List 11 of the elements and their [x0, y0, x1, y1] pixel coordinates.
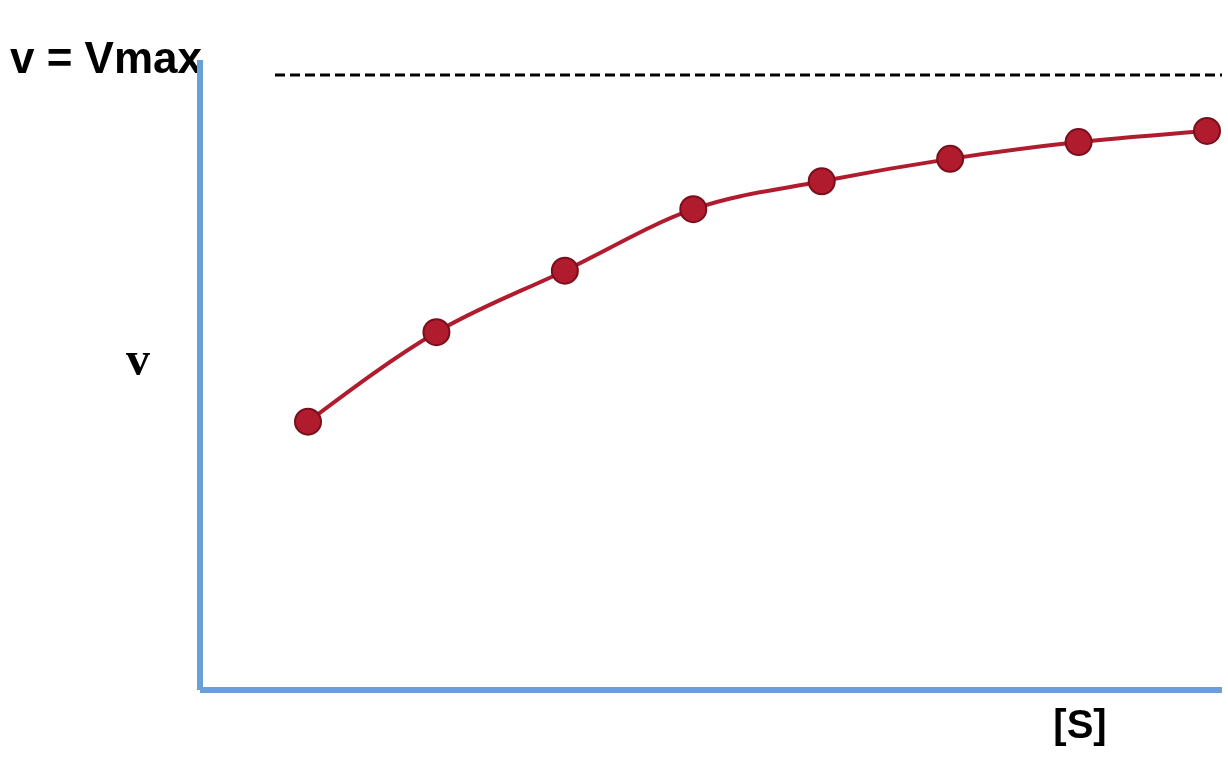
point: [807, 167, 836, 196]
y-axis-title: v: [126, 332, 150, 385]
point: [1193, 116, 1221, 145]
ref-line-label: v = Vmax: [10, 33, 203, 82]
point: [679, 195, 708, 224]
point: [422, 318, 451, 347]
point: [1064, 128, 1093, 157]
x-axis-title: [S]: [1053, 702, 1107, 746]
point: [936, 144, 965, 173]
point: [550, 256, 579, 285]
point: [294, 407, 322, 436]
